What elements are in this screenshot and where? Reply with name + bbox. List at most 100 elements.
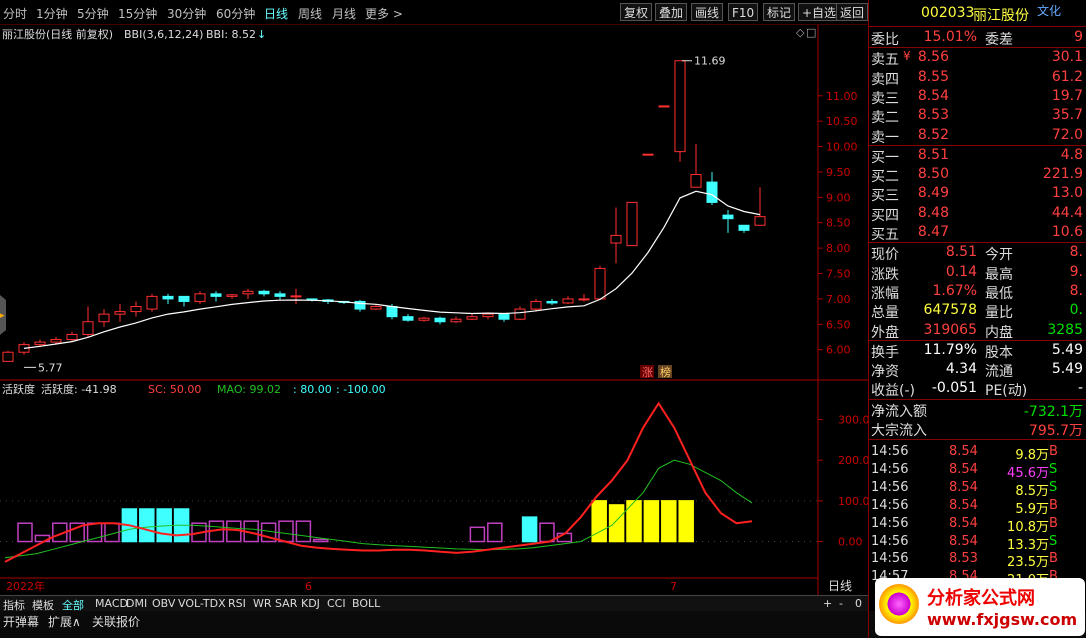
quote-row[interactable]: 总量 647578 量比 0.	[869, 301, 1083, 321]
tag-bang[interactable]: 榜	[660, 365, 671, 379]
quote-row[interactable]: 收益(-) -0.051 PE(动) -	[869, 379, 1083, 399]
quote-row[interactable]: 涨幅 1.67% 最低 8.	[869, 282, 1083, 302]
tab-template[interactable]: 模板	[32, 599, 54, 612]
sub-value: 活跃度: -41.98	[41, 382, 117, 396]
period-tab-5min[interactable]: 5分钟	[77, 7, 109, 21]
candle-body	[418, 317, 430, 321]
collapse-handle[interactable]	[0, 295, 6, 335]
expand-button[interactable]: 扩展∧	[48, 615, 81, 629]
period-tab-15min[interactable]: 15分钟	[118, 7, 158, 21]
period-tab-1min[interactable]: 1分钟	[36, 7, 68, 21]
tab-kdj[interactable]: KDJ	[301, 597, 320, 610]
quote-value: 8.54	[917, 87, 949, 104]
y-tick-label: 10.50	[826, 115, 858, 128]
activity-bar	[278, 520, 294, 543]
period-tab-daily[interactable]: 日线	[264, 7, 289, 21]
quote-row[interactable]: 卖二 8.53 35.7	[869, 106, 1083, 126]
panel-divider	[869, 398, 1086, 400]
quote-row[interactable]: 委比 15.01% 委差 9	[869, 28, 1083, 48]
overlay-button[interactable]: 叠加	[655, 3, 688, 21]
quote-row[interactable]: 净流入额 -732.1万	[869, 400, 1083, 420]
expand-arrow-icon[interactable]: ▸	[0, 311, 5, 321]
period-tab-fenshi[interactable]: 分时	[3, 7, 28, 21]
period-tab-60min[interactable]: 60分钟	[216, 7, 256, 21]
candle-body	[354, 300, 366, 310]
quote-row[interactable]: 卖三 8.54 19.7	[869, 87, 1083, 107]
period-tab-monthly[interactable]: 月线	[332, 7, 357, 21]
quote-label-2: 股本	[985, 344, 1013, 361]
quote-label-2: 最高	[985, 266, 1013, 283]
candle-body	[754, 216, 766, 226]
quote-row[interactable]: 卖五 ¥8.56 30.1	[869, 48, 1083, 68]
quote-value: 8.48	[917, 204, 949, 221]
danmaku-toggle[interactable]: 开弹幕	[3, 615, 40, 629]
candle-body	[466, 316, 478, 320]
back-button[interactable]: 返回	[836, 3, 869, 21]
tick-side: B	[1049, 569, 1058, 585]
window-box-icon[interactable]: □	[806, 26, 816, 39]
tab-boll[interactable]: BOLL	[352, 597, 381, 610]
f10-button[interactable]: F10	[728, 3, 759, 21]
quote-row[interactable]: 买四 8.48 44.4	[869, 204, 1083, 224]
tab-obv[interactable]: OBV	[152, 597, 176, 610]
tab-macd[interactable]: MACD	[95, 597, 128, 610]
period-tab-30min[interactable]: 30分钟	[167, 7, 207, 21]
panel-divider	[869, 242, 1086, 244]
quote-row[interactable]: 现价 8.51 今开 8.	[869, 243, 1083, 263]
kline-chart[interactable]: 丽江股份(日线 前复权) BBI(3,6,12,24) BBI: 8.52 ↓ …	[0, 25, 868, 595]
quote-value: 8.56	[917, 49, 949, 66]
candle-body	[210, 293, 222, 297]
period-tab-more[interactable]: 更多 >	[365, 7, 403, 21]
tab-rsi[interactable]: RSI	[228, 597, 246, 610]
period-tab-weekly[interactable]: 周线	[298, 7, 323, 21]
tab-vol-tdx[interactable]: VOL-TDX	[178, 597, 226, 610]
sub-80: : 80.00	[293, 383, 332, 396]
quote-value-2: 9.	[1069, 263, 1083, 280]
quote-value-2: 4.8	[1060, 146, 1083, 163]
quote-row[interactable]: 买三 8.49 13.0	[869, 184, 1083, 204]
quote-row[interactable]: 买五 8.47 10.6	[869, 223, 1083, 243]
quote-label: 买三	[871, 188, 899, 205]
tab-wr[interactable]: WR	[253, 597, 272, 610]
tab-indicator[interactable]: 指标	[3, 599, 25, 612]
candle-body	[738, 224, 750, 231]
zoom-out-button[interactable]: -	[839, 597, 843, 610]
quote-value-2: 72.0	[1051, 126, 1083, 143]
quote-value: 1.67%	[932, 282, 977, 299]
quote-row[interactable]: 卖一 8.52 72.0	[869, 126, 1083, 146]
quote-value: 8.51	[945, 244, 977, 261]
quote-row[interactable]: 净资 4.34 流通 5.49	[869, 360, 1083, 380]
tick-side: S	[1049, 533, 1058, 549]
tab-cci[interactable]: CCI	[327, 597, 346, 610]
quote-label: 收益(-)	[871, 383, 915, 400]
draw-button[interactable]: 画线	[691, 3, 724, 21]
tab-sar[interactable]: SAR	[275, 597, 298, 610]
adjust-button[interactable]: 复权	[620, 3, 653, 21]
related-quote-button[interactable]: 关联报价	[92, 615, 141, 629]
stock-code: 002033	[921, 5, 975, 21]
quote-row[interactable]: 涨跌 0.14 最高 9.	[869, 263, 1083, 283]
candle-body	[226, 294, 238, 297]
candle-body	[690, 173, 702, 188]
quote-value-2: 5.49	[1051, 361, 1083, 378]
sub-y-tick-label: 0.00	[838, 536, 863, 549]
tab-all[interactable]: 全部	[62, 599, 84, 612]
bbi-arrow: ↓	[257, 28, 266, 41]
settings-diamond-icon[interactable]: ◇	[796, 26, 805, 39]
sector-tag[interactable]: 文化	[1037, 4, 1062, 18]
quote-value: 8.52	[917, 126, 949, 143]
quote-row[interactable]: 买一 8.51 4.8	[869, 146, 1083, 166]
tab-dmi[interactable]: DMI	[126, 597, 148, 610]
quote-value-2: -	[1077, 380, 1083, 397]
quote-row[interactable]: 换手 11.79% 股本 5.49	[869, 341, 1083, 361]
quote-row[interactable]: 卖四 8.55 61.2	[869, 68, 1083, 88]
quote-row[interactable]: 大宗流入 795.7万	[869, 419, 1083, 439]
quote-row[interactable]: 外盘 319065 内盘 3285	[869, 321, 1083, 341]
quote-row[interactable]: 买二 8.50 221.9	[869, 165, 1083, 185]
tick-volume: 8.5万	[1015, 483, 1049, 499]
zoom-in-button[interactable]: +	[823, 597, 833, 610]
add-watchlist-button[interactable]: +自选	[798, 3, 841, 21]
mark-button[interactable]: 标记	[763, 3, 796, 21]
tag-zhang[interactable]: 涨	[642, 366, 653, 379]
quote-label: 卖五	[871, 52, 899, 69]
